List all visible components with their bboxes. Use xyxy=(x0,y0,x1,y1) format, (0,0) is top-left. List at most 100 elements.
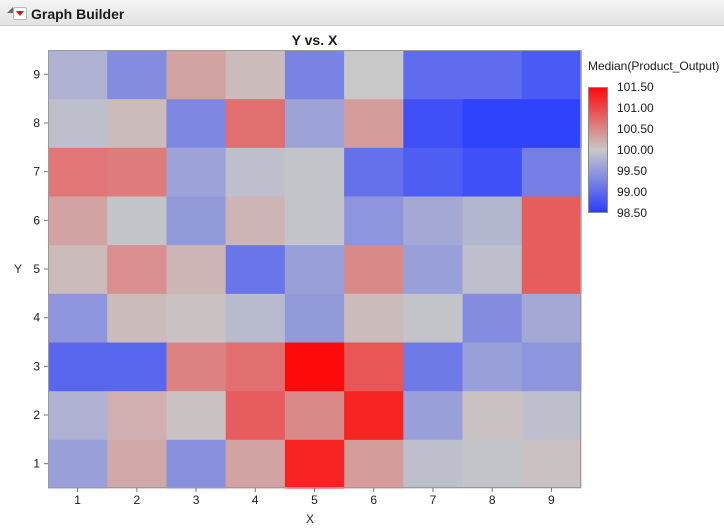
y-tick-label: 3 xyxy=(33,359,40,373)
x-tick-label: 5 xyxy=(311,493,318,507)
heatmap-cell xyxy=(521,390,582,440)
heatmap-cell xyxy=(48,342,108,392)
heatmap-cell xyxy=(344,390,404,440)
heatmap-cell xyxy=(107,196,167,246)
color-legend-tick-label: 99.50 xyxy=(617,164,648,178)
heatmap-cell xyxy=(225,50,286,100)
color-legend-tick-label: 100.50 xyxy=(617,122,654,136)
window-title: Graph Builder xyxy=(31,6,125,22)
heatmap-cell xyxy=(284,390,345,440)
x-tick-label: 3 xyxy=(193,493,200,507)
heatmap-cell xyxy=(166,196,227,246)
heatmap-cell xyxy=(521,439,582,489)
graph-builder-titlebar: Graph Builder xyxy=(0,0,724,26)
heatmap-cell xyxy=(107,50,167,100)
heatmap-cell xyxy=(462,50,523,100)
heatmap-cell xyxy=(284,342,345,392)
y-tick-label: 4 xyxy=(33,311,40,325)
heatmap-cell xyxy=(344,50,404,100)
color-legend-tick-label: 101.00 xyxy=(617,101,654,115)
heatmap-cell xyxy=(462,147,523,197)
heatmap-cell xyxy=(225,196,286,246)
y-tick-label: 9 xyxy=(33,67,40,81)
heatmap-cell xyxy=(462,390,523,440)
heatmap-cell xyxy=(107,147,167,197)
heatmap-cell xyxy=(284,196,345,246)
heatmap-cell xyxy=(344,147,404,197)
heatmap-cell xyxy=(344,98,404,148)
disclosure-triangle-icon[interactable] xyxy=(5,3,15,17)
heatmap-cell xyxy=(521,196,582,246)
chart-title: Y vs. X xyxy=(291,32,338,48)
x-tick-label: 9 xyxy=(548,493,555,507)
heatmap-cell xyxy=(166,147,227,197)
heatmap-cell xyxy=(284,293,345,343)
heatmap-cell xyxy=(403,50,464,100)
heatmap-cell xyxy=(344,196,404,246)
heatmap-cell xyxy=(166,244,227,294)
heatmap-cell xyxy=(284,439,345,489)
heatmap-cell xyxy=(403,293,464,343)
heatmap-cell xyxy=(107,390,167,440)
heatmap-cell xyxy=(344,293,404,343)
heatmap-cell xyxy=(48,147,108,197)
x-tick-label: 1 xyxy=(74,493,81,507)
heatmap-cell xyxy=(403,342,464,392)
heatmap-cell xyxy=(403,244,464,294)
color-legend-title: Median(Product_Output) xyxy=(588,59,720,73)
heatmap-cell xyxy=(48,439,108,489)
heatmap-cell xyxy=(344,244,404,294)
heatmap-cell xyxy=(521,147,582,197)
heatmap-cell xyxy=(107,293,167,343)
heatmap-cell xyxy=(462,196,523,246)
color-legend-tick-label: 101.50 xyxy=(617,80,654,94)
x-tick-label: 6 xyxy=(370,493,377,507)
heatmap-cell xyxy=(166,50,227,100)
heatmap-cell xyxy=(521,98,582,148)
heatmap-cell xyxy=(48,293,108,343)
heatmap-cell xyxy=(225,439,286,489)
heatmap-cell xyxy=(462,439,523,489)
heatmap-cell xyxy=(284,98,345,148)
heatmap-cell xyxy=(107,244,167,294)
heatmap-cell xyxy=(225,147,286,197)
heatmap-cell xyxy=(48,50,108,100)
heatmap-cell xyxy=(403,98,464,148)
heatmap-cell xyxy=(403,196,464,246)
heatmap-cell xyxy=(48,196,108,246)
x-axis-label: X xyxy=(306,512,315,526)
heatmap-cell xyxy=(166,293,227,343)
heatmap-cell xyxy=(48,244,108,294)
heatmap-cell xyxy=(107,98,167,148)
heatmap-cell xyxy=(166,98,227,148)
heatmap-cell xyxy=(462,342,523,392)
heatmap-cell xyxy=(225,293,286,343)
heatmap-cell xyxy=(521,50,582,100)
heatmap-cell xyxy=(107,342,167,392)
y-tick-label: 2 xyxy=(33,408,40,422)
red-menu-triangle-icon[interactable] xyxy=(13,7,27,20)
y-tick-label: 8 xyxy=(33,116,40,130)
x-tick-label: 7 xyxy=(430,493,437,507)
heatmap-cell xyxy=(284,50,345,100)
heatmap-cell xyxy=(521,244,582,294)
y-tick-label: 1 xyxy=(33,457,40,471)
heatmap-cell xyxy=(225,390,286,440)
heatmap-cell xyxy=(403,390,464,440)
heatmap-cell xyxy=(48,98,108,148)
heatmap-cell xyxy=(462,244,523,294)
color-legend-tick-label: 99.00 xyxy=(617,185,648,199)
heatmap-cell xyxy=(48,390,108,440)
heatmap-cell xyxy=(225,244,286,294)
heatmap-cell xyxy=(344,342,404,392)
heatmap-cell xyxy=(225,98,286,148)
heatmap-cell xyxy=(284,244,345,294)
heatmap-cell xyxy=(462,98,523,148)
heatmap-cell xyxy=(225,342,286,392)
heatmap-cell xyxy=(166,342,227,392)
heatmap-cell xyxy=(284,147,345,197)
y-tick-label: 7 xyxy=(33,165,40,179)
y-axis-label: Y xyxy=(14,262,23,276)
color-legend-gradient xyxy=(588,87,608,213)
